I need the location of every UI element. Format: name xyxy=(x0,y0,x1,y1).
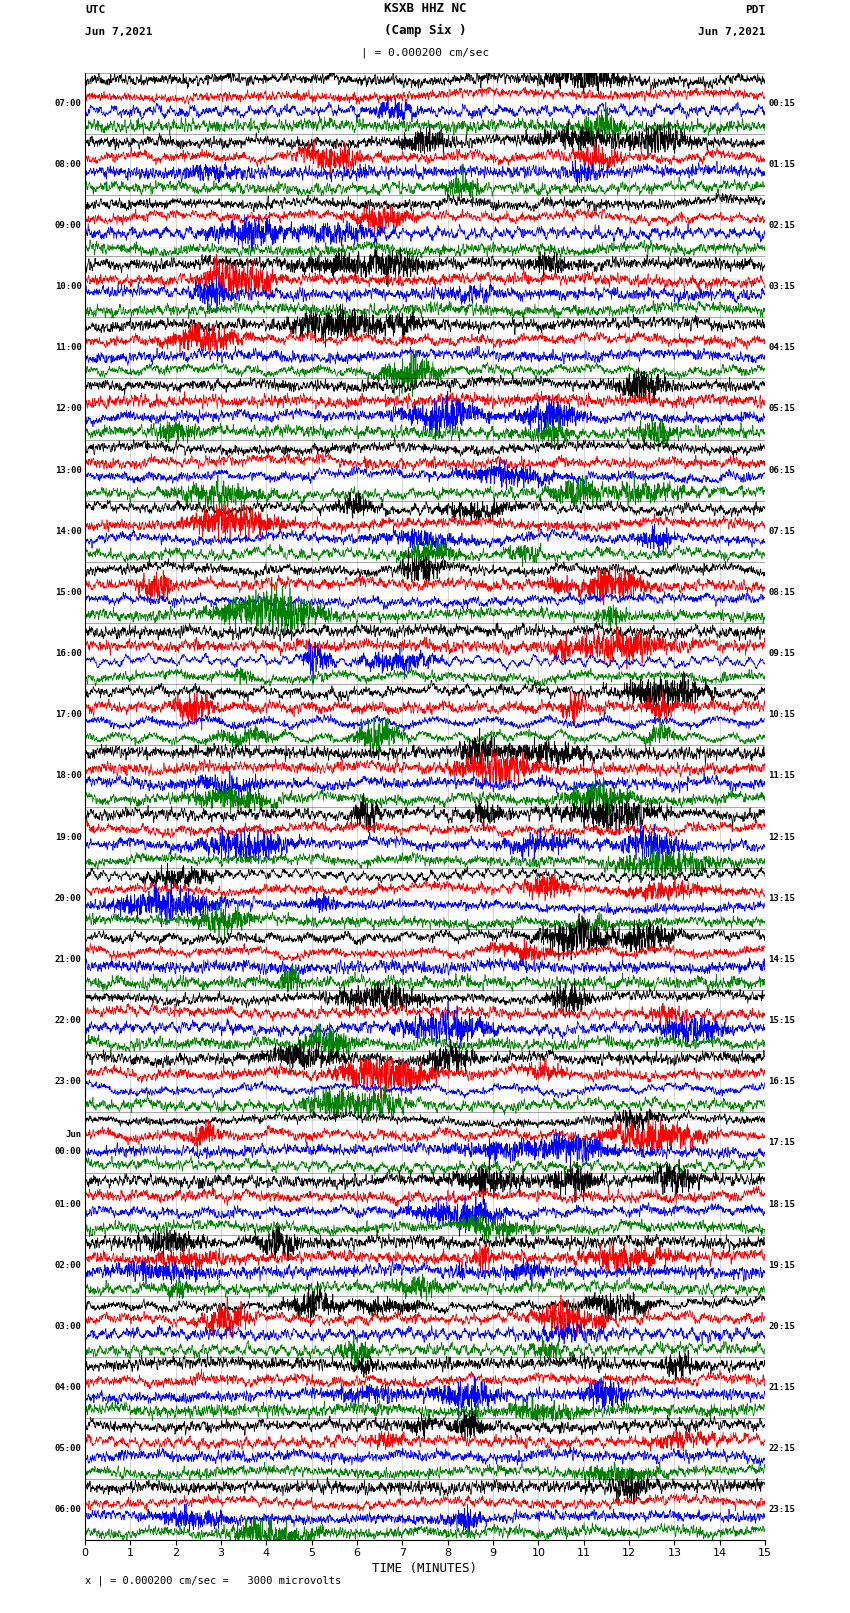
Text: Jun 7,2021: Jun 7,2021 xyxy=(698,27,765,37)
Text: 04:00: 04:00 xyxy=(54,1382,82,1392)
Text: 02:00: 02:00 xyxy=(54,1261,82,1269)
Text: 17:00: 17:00 xyxy=(54,710,82,719)
Text: 09:00: 09:00 xyxy=(54,221,82,231)
Text: KSXB HHZ NC: KSXB HHZ NC xyxy=(383,2,467,15)
Text: 21:00: 21:00 xyxy=(54,955,82,965)
Text: 17:15: 17:15 xyxy=(768,1139,796,1147)
Text: 03:15: 03:15 xyxy=(768,282,796,290)
Text: 03:00: 03:00 xyxy=(54,1323,82,1331)
Text: 12:15: 12:15 xyxy=(768,832,796,842)
Text: 23:15: 23:15 xyxy=(768,1505,796,1515)
Text: 10:00: 10:00 xyxy=(54,282,82,290)
Text: 19:15: 19:15 xyxy=(768,1261,796,1269)
Text: 08:15: 08:15 xyxy=(768,589,796,597)
Text: 05:15: 05:15 xyxy=(768,405,796,413)
Text: 13:15: 13:15 xyxy=(768,894,796,903)
Text: 06:00: 06:00 xyxy=(54,1505,82,1515)
Text: 18:00: 18:00 xyxy=(54,771,82,781)
Text: 15:00: 15:00 xyxy=(54,589,82,597)
Text: 11:15: 11:15 xyxy=(768,771,796,781)
Text: 13:00: 13:00 xyxy=(54,466,82,474)
Text: 23:00: 23:00 xyxy=(54,1077,82,1086)
Text: 22:00: 22:00 xyxy=(54,1016,82,1024)
Text: 18:15: 18:15 xyxy=(768,1200,796,1208)
Text: 12:00: 12:00 xyxy=(54,405,82,413)
X-axis label: TIME (MINUTES): TIME (MINUTES) xyxy=(372,1563,478,1576)
Text: 21:15: 21:15 xyxy=(768,1382,796,1392)
Text: UTC: UTC xyxy=(85,5,105,15)
Text: x | = 0.000200 cm/sec =   3000 microvolts: x | = 0.000200 cm/sec = 3000 microvolts xyxy=(85,1576,341,1587)
Text: 00:15: 00:15 xyxy=(768,98,796,108)
Text: 01:15: 01:15 xyxy=(768,160,796,169)
Text: 15:15: 15:15 xyxy=(768,1016,796,1024)
Text: 01:00: 01:00 xyxy=(54,1200,82,1208)
Text: 07:15: 07:15 xyxy=(768,527,796,536)
Text: Jun 7,2021: Jun 7,2021 xyxy=(85,27,152,37)
Text: 07:00: 07:00 xyxy=(54,98,82,108)
Text: 14:00: 14:00 xyxy=(54,527,82,536)
Text: (Camp Six ): (Camp Six ) xyxy=(383,24,467,37)
Text: 20:15: 20:15 xyxy=(768,1323,796,1331)
Text: 04:15: 04:15 xyxy=(768,344,796,352)
Text: 06:15: 06:15 xyxy=(768,466,796,474)
Text: 16:00: 16:00 xyxy=(54,648,82,658)
Text: 11:00: 11:00 xyxy=(54,344,82,352)
Text: 09:15: 09:15 xyxy=(768,648,796,658)
Text: | = 0.000200 cm/sec: | = 0.000200 cm/sec xyxy=(361,47,489,58)
Text: Jun: Jun xyxy=(65,1129,82,1139)
Text: 05:00: 05:00 xyxy=(54,1444,82,1453)
Text: 20:00: 20:00 xyxy=(54,894,82,903)
Text: PDT: PDT xyxy=(745,5,765,15)
Text: 22:15: 22:15 xyxy=(768,1444,796,1453)
Text: 10:15: 10:15 xyxy=(768,710,796,719)
Text: 08:00: 08:00 xyxy=(54,160,82,169)
Text: 19:00: 19:00 xyxy=(54,832,82,842)
Text: 02:15: 02:15 xyxy=(768,221,796,231)
Text: 14:15: 14:15 xyxy=(768,955,796,965)
Text: 00:00: 00:00 xyxy=(54,1147,82,1157)
Text: 16:15: 16:15 xyxy=(768,1077,796,1086)
